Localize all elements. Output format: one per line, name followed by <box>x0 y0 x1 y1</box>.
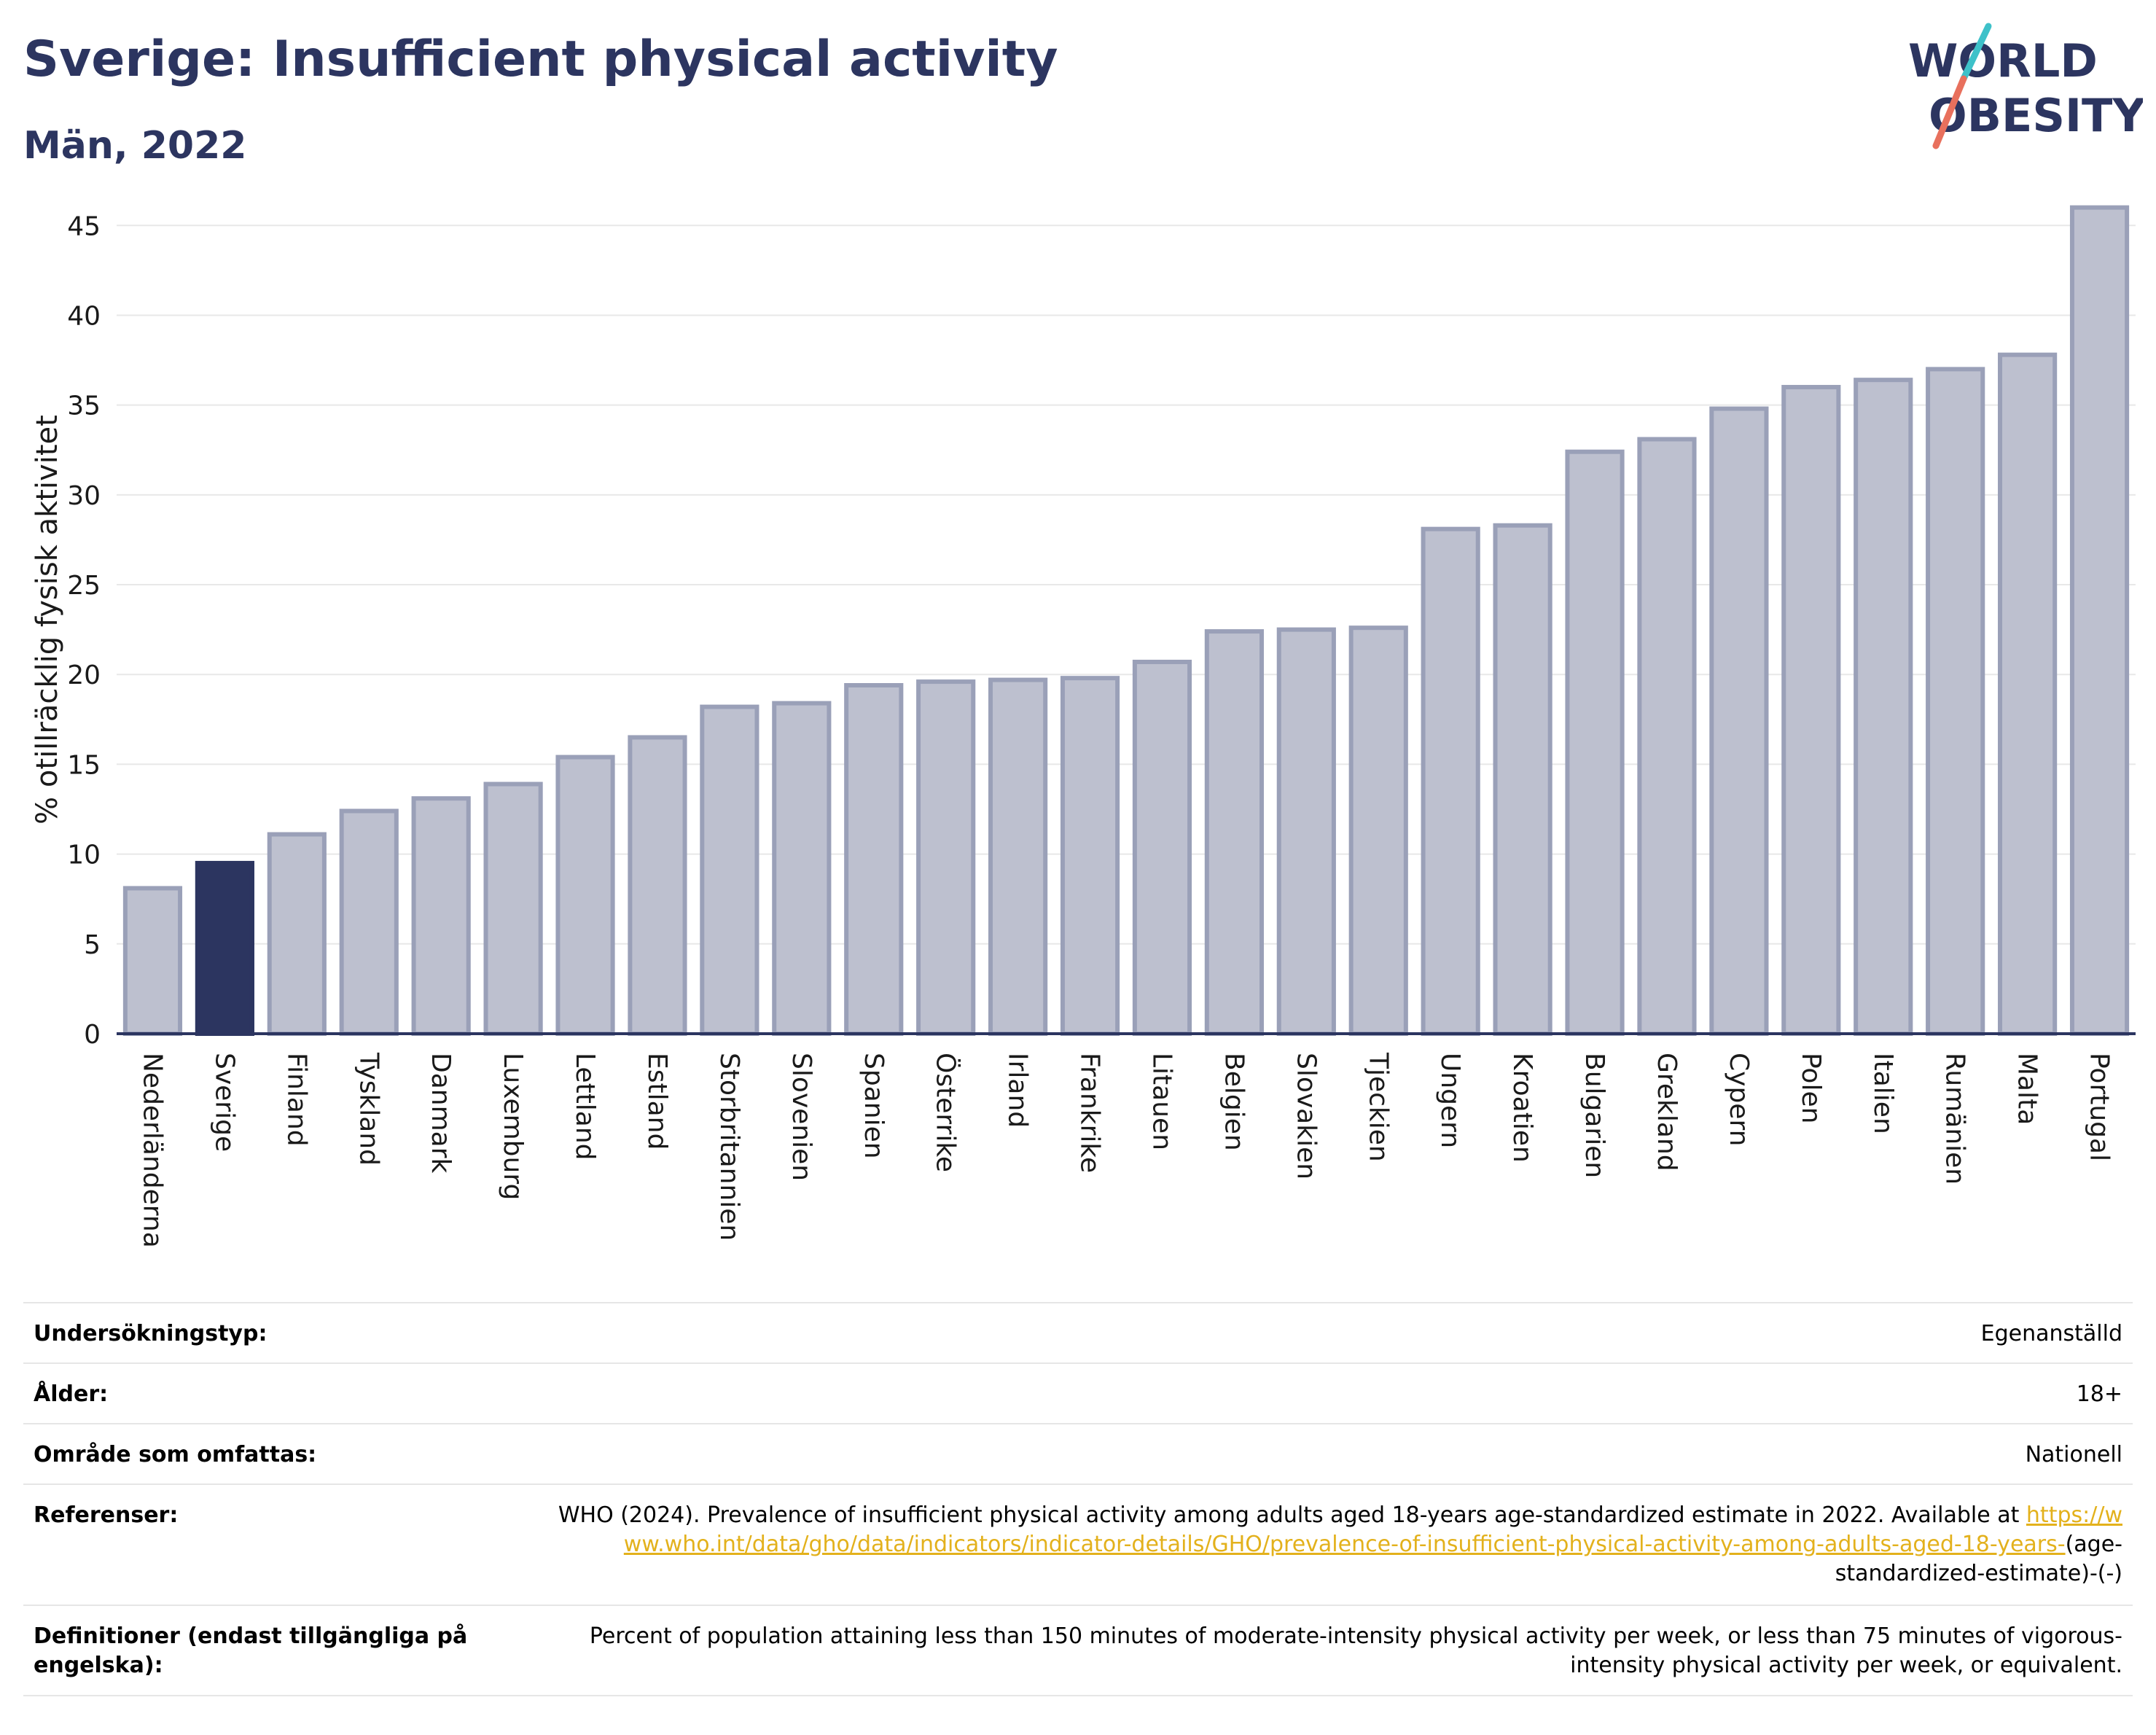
bar-belgien <box>1204 629 1264 1036</box>
y-axis-label: % otillräcklig fysisk aktivitet <box>31 415 64 824</box>
x-tick-label: Finland <box>281 1053 311 1147</box>
x-tick-label: Luxemburg <box>498 1053 528 1200</box>
bar-spanien <box>844 683 904 1036</box>
page-subtitle: Män, 2022 <box>23 124 247 168</box>
x-tick-label: Tyskland <box>354 1052 383 1166</box>
y-tick-label: 0 <box>84 1020 101 1050</box>
info-value: WHO (2024). Prevalence of insufficient p… <box>551 1501 2122 1588</box>
x-tick-label: Estland <box>642 1053 672 1150</box>
x-tick-label: Slovenien <box>786 1053 816 1181</box>
bar-chart: 0 5 10 15 20 25 30 35 40 45 Nederländerna Sverige Fi… <box>31 205 2136 1248</box>
x-tick-label: Litauen <box>1147 1053 1176 1150</box>
logo-line1: WORLD <box>1908 34 2098 87</box>
x-tick-label: Tjeckien <box>1363 1052 1393 1162</box>
bar-ungern <box>1421 526 1480 1036</box>
y-tick-label: 10 <box>67 841 101 870</box>
bar-portugal <box>2069 205 2130 1036</box>
x-tick-label: Bulgarien <box>1579 1053 1609 1178</box>
logo-line2: OBESITY <box>1929 89 2143 142</box>
bar-danmark <box>411 796 471 1036</box>
x-tick-label: Storbritannien <box>714 1053 744 1241</box>
info-row-age: Ålder: 18+ <box>23 1362 2133 1423</box>
x-tick-label: Kroatien <box>1507 1053 1537 1163</box>
bar-italien <box>1854 378 1913 1036</box>
bar-tjeckien <box>1348 625 1408 1036</box>
x-tick-label: Lettland <box>570 1053 600 1161</box>
y-tick-label: 45 <box>67 211 101 241</box>
info-row-definitions: Definitioner (endast tillgängliga på eng… <box>23 1605 2133 1696</box>
world-obesity-logo: WORLD OBESITY <box>1908 23 2143 149</box>
reference-suffix: (age-standardized-estimate)-(-) <box>1835 1532 2122 1586</box>
x-tick-label: Sverige <box>209 1053 239 1152</box>
x-tick-label: Österrike <box>931 1053 961 1172</box>
x-tick-label: Danmark <box>426 1053 456 1174</box>
bars <box>122 205 2130 1037</box>
x-tick-label: Polen <box>1796 1053 1826 1123</box>
info-table: Undersökningstyp: Egenanställd Ålder: 18… <box>23 1302 2133 1696</box>
info-label: Ålder: <box>34 1381 109 1407</box>
bar-finland <box>267 832 327 1036</box>
x-tick-label: Nederländerna <box>137 1053 167 1248</box>
info-label: Definitioner (endast tillgängliga på eng… <box>34 1623 468 1678</box>
y-tick-label: 40 <box>67 301 101 331</box>
x-tick-label: Grekland <box>1652 1053 1682 1171</box>
bar-lettland <box>555 755 615 1036</box>
bar-litauen <box>1132 659 1192 1036</box>
bar-kroatien <box>1493 523 1552 1036</box>
bar-irland <box>988 677 1048 1037</box>
reference-text: WHO (2024). Prevalence of insufficient p… <box>558 1502 2020 1528</box>
bar-slovakien <box>1276 627 1336 1036</box>
bar-storbritannien <box>700 704 759 1037</box>
logo-slash-coral <box>1932 75 1967 149</box>
info-label: Referenser: <box>34 1502 179 1528</box>
info-label: Område som omfattas: <box>34 1442 317 1467</box>
info-value: Percent of population attaining less tha… <box>589 1623 2122 1678</box>
bar-malta <box>1998 352 2058 1036</box>
y-tick-label: 15 <box>67 750 101 780</box>
x-tick-label: Belgien <box>1219 1053 1249 1151</box>
x-tick-label: Frankrike <box>1075 1053 1105 1173</box>
bar-rumänien <box>1926 367 1985 1036</box>
x-tick-label: Slovakien <box>1291 1053 1321 1180</box>
x-tick-label: Portugal <box>2085 1053 2114 1161</box>
info-row-survey-type: Undersökningstyp: Egenanställd <box>23 1302 2133 1362</box>
info-value: Nationell <box>2025 1442 2122 1467</box>
bar-tyskland <box>339 808 399 1036</box>
x-tick-label: Irland <box>1003 1053 1033 1128</box>
bar-estland <box>628 735 687 1036</box>
bar-frankrike <box>1060 676 1120 1036</box>
y-tick-label: 30 <box>67 481 101 511</box>
x-tick-label: Italien <box>1868 1053 1898 1134</box>
page-title: Sverige: Insufficient physical activity <box>23 31 1058 88</box>
bar-bulgarien <box>1565 449 1625 1036</box>
y-tick-label: 20 <box>67 660 101 690</box>
x-tick-label: Rumänien <box>1940 1053 1970 1185</box>
info-row-references: Referenser: WHO (2024). Prevalence of in… <box>23 1483 2133 1605</box>
y-tick-label: 35 <box>67 391 101 421</box>
y-tick-label: 5 <box>84 930 101 960</box>
x-tick-label: Ungern <box>1435 1053 1465 1148</box>
bar-luxemburg <box>483 781 543 1037</box>
logo-slash-teal <box>1960 23 1992 82</box>
y-tick-label: 25 <box>67 571 101 601</box>
bar-slovenien <box>772 701 832 1037</box>
bar-grekland <box>1637 437 1697 1036</box>
bar-österrike <box>916 679 976 1036</box>
x-tick-label: Malta <box>2012 1053 2042 1125</box>
reference-link[interactable]: https://www.who.int/data/gho/data/indica… <box>623 1502 2122 1557</box>
x-tick-label: Cypern <box>1724 1053 1754 1146</box>
x-tick-label: Spanien <box>859 1053 888 1159</box>
info-label: Undersökningstyp: <box>34 1321 267 1346</box>
axis-labels: 0 5 10 15 20 25 30 35 40 45 Nederländerna Sverige Fi… <box>67 211 2136 1248</box>
bar-sverige <box>195 860 254 1036</box>
info-value: Egenanställd <box>1980 1321 2122 1346</box>
info-value: 18+ <box>2076 1381 2122 1407</box>
bar-cypern <box>1709 406 1769 1036</box>
bar-nederländerna <box>122 886 183 1037</box>
bar-polen <box>1781 385 1841 1036</box>
info-row-area: Område som omfattas: Nationell <box>23 1423 2133 1483</box>
